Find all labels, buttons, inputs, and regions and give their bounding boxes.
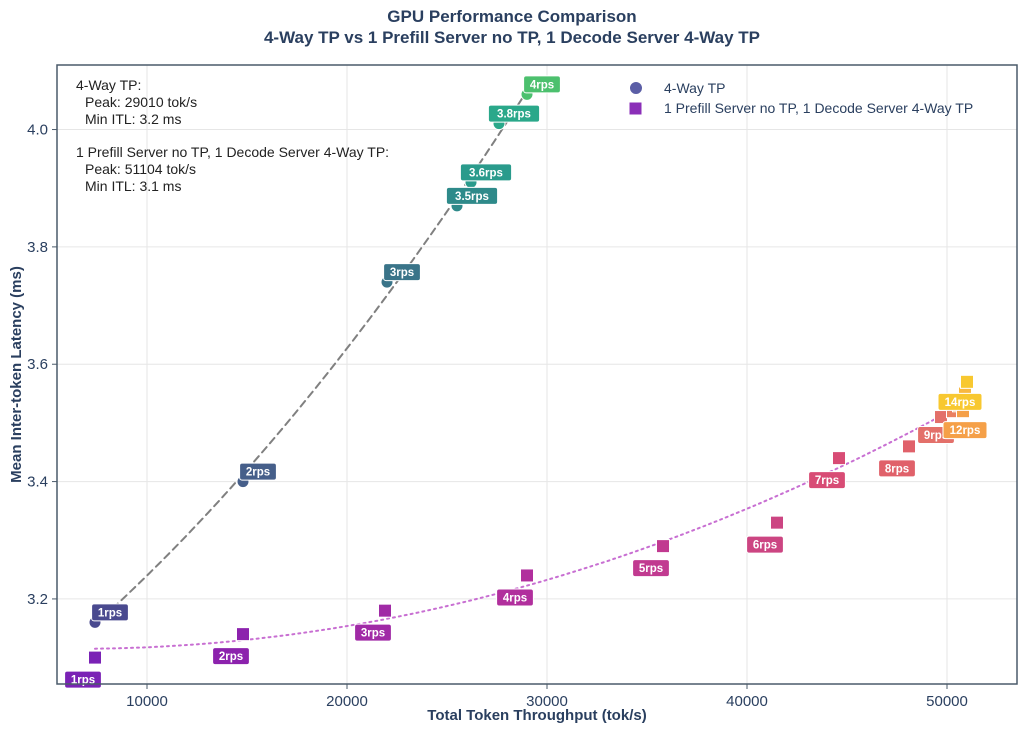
x-axis-label: Total Token Throughput (tok/s) (427, 707, 646, 724)
data-label: 3rps (354, 623, 392, 642)
data-label-box (383, 263, 421, 282)
chart-title-line-2: 4-Way TP vs 1 Prefill Server no TP, 1 De… (263, 28, 761, 47)
trend-lines (94, 89, 968, 650)
data-label-box (487, 104, 541, 123)
data-point-pd (770, 515, 784, 530)
data-label-box (496, 588, 534, 607)
data-label-text: 3rps (361, 628, 385, 640)
y-axis-label: Mean Inter-token Latency (ms) (8, 266, 25, 483)
annotation-pd-header: 1 Prefill Server no TP, 1 Decode Server … (76, 144, 389, 160)
data-point-pd (960, 374, 974, 389)
data-label-text: 6rps (753, 540, 777, 552)
x-tick-label: 50000 (926, 693, 968, 710)
data-label: 3rps (383, 263, 421, 282)
data-label: 2rps (239, 462, 277, 481)
data-label: 12rps (942, 421, 988, 440)
y-tick-label: 3.2 (27, 591, 48, 608)
data-point-pd (902, 439, 916, 454)
data-label-text: 3rps (390, 267, 414, 279)
y-tick-label: 3.8 (27, 239, 48, 256)
stats-annotation: 4-Way TP: Peak: 29010 tok/s Min ITL: 3.2… (76, 77, 389, 194)
data-label: 5rps (632, 559, 670, 578)
data-label: 1rps (91, 603, 129, 622)
data-label: 3.5rps (445, 186, 499, 205)
x-tick-label: 40000 (726, 693, 768, 710)
legend-label-pd: 1 Prefill Server no TP, 1 Decode Server … (664, 100, 973, 116)
data-label-text: 2rps (246, 467, 270, 479)
legend-marker-pd (628, 101, 643, 116)
data-label-text: 12rps (950, 425, 981, 437)
x-axis-ticks: 10000 20000 30000 40000 50000 (126, 684, 968, 710)
data-label-text: 3.5rps (455, 191, 489, 203)
data-point-pd (832, 451, 846, 466)
data-label-box (937, 392, 983, 411)
annotation-tp-itl: Min ITL: 3.2 ms (85, 111, 181, 127)
data-label-text: 5rps (639, 563, 663, 575)
annotation-pd-peak: Peak: 51104 tok/s (85, 161, 196, 177)
data-label-box (459, 163, 513, 182)
data-label: 4rps (496, 588, 534, 607)
data-label-box (212, 647, 250, 666)
data-labels: 1rps 2rps 3rps 3.5rps 3.6rps 3.8rps 4rps 1rps 2r… (64, 75, 988, 689)
legend-label-tp: 4-Way TP (664, 80, 725, 96)
data-point-pd (378, 603, 392, 618)
data-label-text: 14rps (945, 397, 976, 409)
x-tick-label: 10000 (126, 693, 168, 710)
trend-line-series-1 (94, 400, 968, 650)
y-tick-label: 3.6 (27, 356, 48, 373)
data-label-box (445, 186, 499, 205)
plot-frame (56, 64, 1018, 685)
data-label-text: 4rps (503, 592, 527, 604)
legend-marker-tp (629, 81, 643, 95)
data-point-pd (88, 650, 102, 665)
y-tick-label: 3.4 (27, 474, 48, 491)
data-label-box (942, 421, 988, 440)
data-point-pd (520, 568, 534, 583)
data-label: 3.8rps (487, 104, 541, 123)
data-label: 8rps (878, 459, 916, 478)
legend: 4-Way TP 1 Prefill Server no TP, 1 Decod… (628, 80, 973, 116)
data-label-box (746, 535, 784, 554)
data-label-box (808, 471, 846, 490)
data-label-box (91, 603, 129, 622)
data-label-box (523, 75, 561, 94)
data-label: 14rps (937, 392, 983, 411)
x-tick-label: 30000 (526, 693, 568, 710)
x-tick-label: 20000 (326, 693, 368, 710)
data-label-box (878, 459, 916, 478)
gridlines (57, 65, 1017, 684)
data-label-text: 3.8rps (497, 109, 531, 121)
data-label-text: 1rps (98, 607, 122, 619)
data-label: 6rps (746, 535, 784, 554)
data-label-box (632, 559, 670, 578)
data-label-box (354, 623, 392, 642)
annotation-tp-peak: Peak: 29010 tok/s (85, 94, 197, 110)
data-label: 1rps (64, 670, 102, 689)
data-point-pd (236, 627, 250, 642)
annotation-tp-header: 4-Way TP: (76, 77, 141, 93)
data-label: 4rps (523, 75, 561, 94)
y-tick-label: 4.0 (27, 122, 48, 139)
data-label: 2rps (212, 647, 250, 666)
data-label-text: 3.6rps (469, 167, 503, 179)
data-label-text: 7rps (815, 475, 839, 487)
chart-title-line-1: GPU Performance Comparison (387, 7, 637, 26)
data-marks (88, 87, 974, 665)
data-label-text: 9rps (924, 430, 948, 442)
data-label-text: 2rps (219, 651, 243, 663)
data-label-box (239, 462, 277, 481)
data-label: 7rps (808, 471, 846, 490)
annotation-pd-itl: Min ITL: 3.1 ms (85, 178, 181, 194)
y-axis-ticks: 3.2 3.4 3.6 3.8 4.0 (27, 122, 57, 608)
data-point-pd (656, 539, 670, 554)
data-label-text: 8rps (885, 463, 909, 475)
data-label-text: 1rps (71, 675, 95, 687)
data-label-text: 4rps (530, 79, 554, 91)
chart-title: GPU Performance Comparison 4-Way TP vs 1… (0, 6, 1024, 48)
data-label: 3.6rps (459, 163, 513, 182)
